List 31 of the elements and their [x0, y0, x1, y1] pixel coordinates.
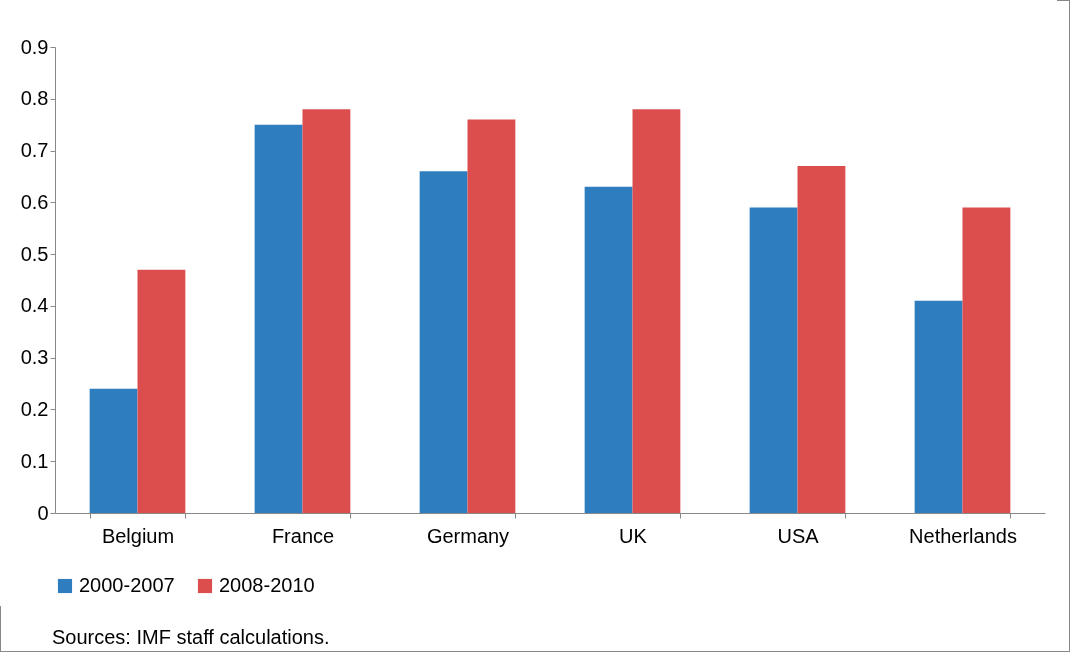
x-tick-label: Belgium: [101, 524, 175, 547]
y-tick-label: 0.6: [20, 190, 49, 213]
y-tick-label: 0.7: [20, 139, 49, 162]
bar: [419, 171, 468, 513]
bar: [89, 388, 138, 513]
bar: [254, 124, 303, 513]
x-tick-label: France: [271, 524, 335, 547]
bar: [584, 186, 633, 513]
legend-label: 2000-2007: [79, 574, 175, 596]
bar: [797, 166, 846, 513]
y-tick-label: 0.5: [20, 242, 49, 265]
bar: [914, 300, 963, 513]
bar: [467, 119, 516, 513]
y-tick-label: 0: [37, 501, 49, 524]
x-tick-label: UK: [619, 524, 648, 547]
x-tick-label: USA: [777, 524, 820, 547]
bar: [632, 109, 681, 513]
bar: [302, 109, 351, 513]
x-tick-label: Netherlands: [909, 524, 1017, 547]
y-tick-label: 0.4: [20, 294, 49, 317]
y-tick-label: 0.8: [20, 87, 49, 110]
bar: [749, 207, 798, 513]
x-tick-label: Germany: [426, 524, 510, 547]
y-tick-label: 0.9: [20, 35, 49, 58]
legend-label: 2008-2010: [219, 574, 315, 596]
bar: [962, 207, 1011, 513]
source-note: Sources: IMF staff calculations.: [52, 626, 330, 649]
bar: [137, 269, 186, 513]
y-tick-label: 0.2: [20, 397, 49, 420]
y-tick-label: 0.1: [20, 449, 49, 472]
y-tick-label: 0.3: [20, 346, 49, 369]
